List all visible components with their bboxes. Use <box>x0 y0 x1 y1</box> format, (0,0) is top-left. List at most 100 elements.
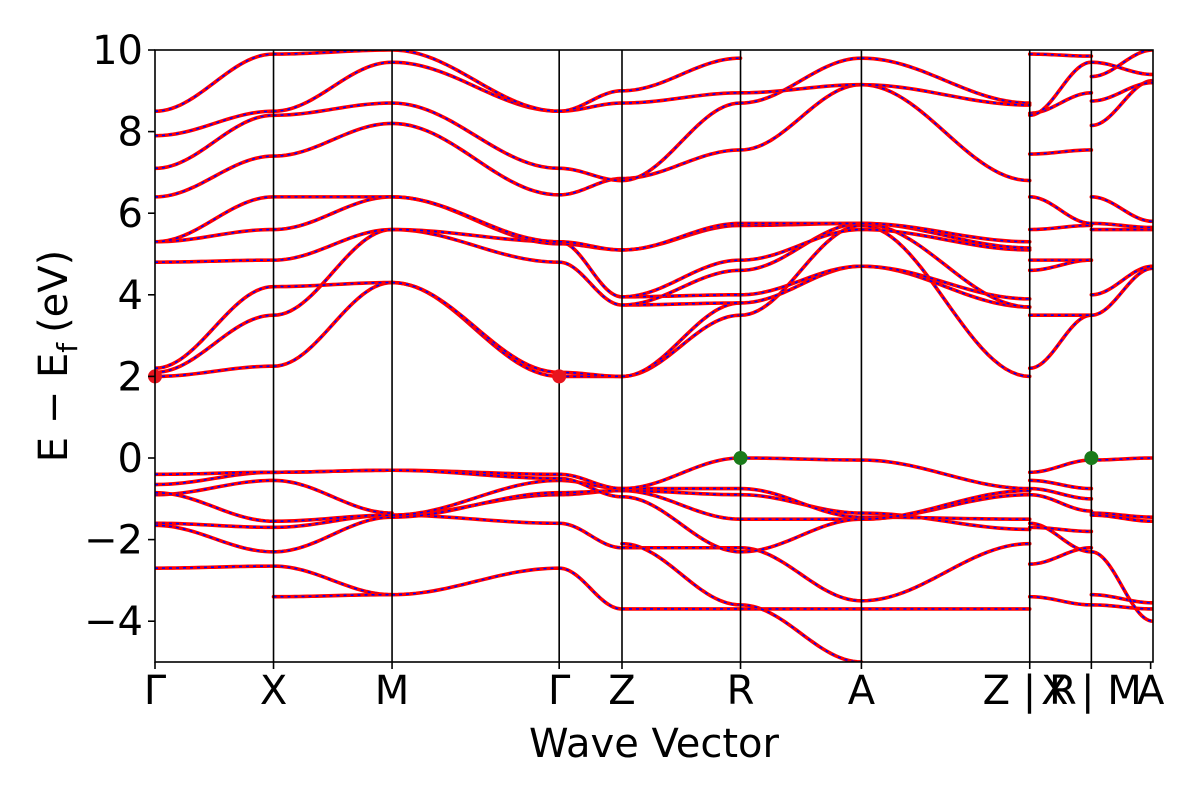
band-line-overlay <box>621 302 741 378</box>
band-line-overlay <box>1029 61 1092 117</box>
band-line-overlay <box>1091 514 1153 523</box>
band-line-overlay <box>155 314 274 374</box>
band-line-overlay <box>1029 224 1092 231</box>
band-line <box>557 166 624 183</box>
band-line-overlay <box>1091 196 1153 223</box>
band-line-overlay <box>559 567 623 610</box>
band-line-overlay <box>1091 50 1153 78</box>
vbm-marker <box>1084 451 1099 465</box>
band-line <box>738 264 864 297</box>
band-line <box>390 280 561 375</box>
band-line-overlay <box>392 50 560 112</box>
band-line <box>271 227 394 262</box>
extrema-markers-layer <box>148 369 1099 465</box>
band-line-overlay <box>861 512 1030 531</box>
band-line-overlay <box>861 222 1030 243</box>
band-line <box>271 478 394 515</box>
y-tick-label: 6 <box>118 191 143 237</box>
band-line <box>1027 594 1094 607</box>
band-line-overlay <box>392 491 560 518</box>
band-line-overlay <box>392 567 560 596</box>
vbm-marker <box>733 451 748 465</box>
band-line-overlay <box>155 259 274 263</box>
band-line <box>390 468 561 481</box>
band-line-overlay <box>621 102 741 182</box>
y-tick-label: 10 <box>92 28 143 74</box>
band-line-overlay <box>155 522 274 529</box>
band-line-overlay <box>740 457 862 461</box>
y-axis-label: E − Ef (eV) <box>31 250 84 463</box>
band-line <box>1089 80 1153 103</box>
band-line <box>1089 60 1153 77</box>
x-tick-label: M <box>375 668 410 714</box>
band-line <box>620 258 743 299</box>
band-line <box>390 60 561 113</box>
band-line <box>155 490 276 524</box>
band-line-overlay <box>273 469 393 474</box>
band-line <box>620 56 743 93</box>
band-line <box>620 541 743 607</box>
band-line-overlay <box>861 83 1030 106</box>
band-line-overlay <box>559 522 623 549</box>
band-line <box>557 521 624 550</box>
band-line-overlay <box>1091 604 1153 610</box>
band-line <box>620 313 743 379</box>
band-line-overlay <box>155 155 274 198</box>
band-line-overlay <box>392 102 560 170</box>
band-line-overlay <box>1091 512 1153 518</box>
y-tick-label: −2 <box>84 518 143 564</box>
band-line-overlay <box>1029 314 1092 370</box>
band-line-overlay <box>392 196 560 243</box>
band-line <box>557 260 624 307</box>
band-line-overlay <box>155 285 274 370</box>
band-line <box>1027 313 1094 371</box>
band-line-overlay <box>155 565 274 569</box>
band-line <box>620 91 743 105</box>
band-line-overlay <box>273 102 393 117</box>
band-line <box>1027 478 1094 491</box>
band-line <box>620 456 743 491</box>
band-line-overlay <box>861 542 1030 602</box>
x-tick-label: Γ <box>548 668 571 714</box>
band-line <box>155 52 276 113</box>
band-line-overlay <box>740 546 862 602</box>
band-line-overlay <box>861 265 1030 300</box>
x-tick-label: A <box>848 668 876 714</box>
band-line-overlay <box>861 489 1030 520</box>
band-line-overlay <box>1029 53 1092 57</box>
band-line <box>738 603 864 662</box>
band-line-overlay <box>1029 149 1092 155</box>
band-line <box>390 50 561 113</box>
y-tick-label: 0 <box>118 436 143 482</box>
band-line-overlay <box>273 514 393 523</box>
band-line-overlay <box>392 228 560 263</box>
band-line <box>271 564 394 597</box>
band-line-overlay <box>1091 222 1153 229</box>
band-line <box>557 472 624 491</box>
band-line <box>557 566 624 611</box>
band-line-overlay <box>1029 522 1092 553</box>
band-line-overlay <box>1091 457 1153 461</box>
band-line-overlay <box>273 593 393 598</box>
band-line-overlay <box>621 92 741 104</box>
band-line <box>271 227 394 317</box>
band-line-overlay <box>861 224 1030 378</box>
y-axis-ticks: −4 −2 0 2 4 6 8 10 <box>84 28 155 645</box>
band-line-overlay <box>155 479 274 496</box>
band-line <box>1089 78 1153 128</box>
band-line <box>620 268 743 307</box>
band-line <box>271 195 394 232</box>
band-line-overlay <box>1091 551 1153 622</box>
band-line-overlay <box>740 222 862 272</box>
band-line <box>155 284 276 371</box>
band-line-overlay <box>861 459 1030 490</box>
band-line <box>557 370 624 379</box>
band-line-overlay <box>1029 526 1092 533</box>
band-line-overlay <box>740 83 862 151</box>
x-tick-label: A <box>1137 668 1165 714</box>
band-line <box>155 113 276 171</box>
x-tick-label: R <box>727 668 755 714</box>
band-line-overlay <box>559 240 623 298</box>
